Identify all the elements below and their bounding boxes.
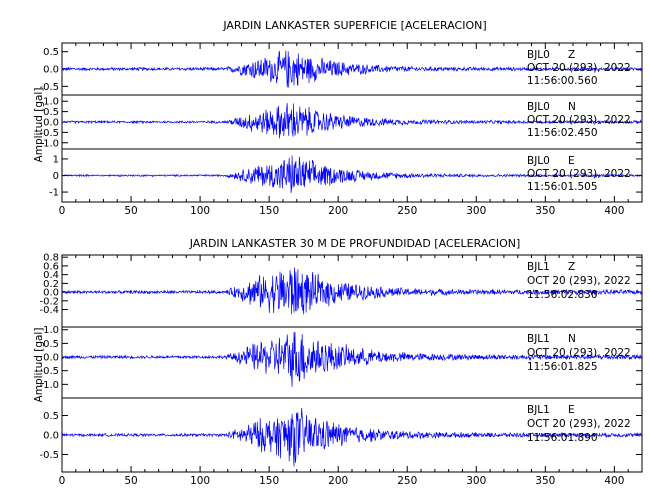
panel-bjl1-z: -0.4-0.20.00.20.40.60.8 BJL1 Z OCT 20 (293)… xyxy=(39,253,642,316)
station-label: BJL1 xyxy=(527,333,550,345)
x-tick-label: 250 xyxy=(397,475,417,487)
x-tick-label: 300 xyxy=(466,205,486,217)
x-tick-label: 250 xyxy=(397,205,417,217)
x-tick-label: 50 xyxy=(124,475,137,487)
figure1-ylabel: Amplitud [gal] xyxy=(33,88,45,163)
y-tick-label: -0.5 xyxy=(39,128,59,139)
waveform-bjl1-z xyxy=(61,267,642,315)
figure2-ylabel: Amplitud [gal] xyxy=(33,328,45,403)
figure2-title: JARDIN LANKASTER 30 M DE PROFUNDIDAD [AC… xyxy=(189,237,521,250)
y-tick-label: 1 xyxy=(53,154,59,165)
y-tick-label: -1 xyxy=(49,188,59,199)
time-label: 11:56:00.560 xyxy=(527,75,598,87)
x-tick-label: 0 xyxy=(59,205,66,217)
component-label: E xyxy=(568,155,575,167)
y-tick-label: 0.5 xyxy=(43,339,59,350)
date-label: OCT 20 (293), 2022 xyxy=(527,418,631,430)
figure1-title: JARDIN LANKASTER SUPERFICIE [ACELERACION… xyxy=(222,19,486,32)
x-tick-label: 0 xyxy=(59,475,66,487)
station-label: BJL0 xyxy=(527,49,550,61)
panel-bjl1-n: -1.0 -0.5 0.0 0.5 1.0 BJL1 N OCT 20 (293), 2022… xyxy=(39,325,642,391)
y-tick-label: -0.5 xyxy=(39,450,59,461)
waveform-bjl1-n xyxy=(61,331,642,387)
y-tick-label: -1.0 xyxy=(39,138,59,149)
y-tick-label: 0.0 xyxy=(43,118,59,129)
time-label: 11:56:02.450 xyxy=(527,127,598,139)
x-tick-label: 200 xyxy=(328,205,348,217)
y-tick-label: 0.5 xyxy=(43,411,59,422)
x-tick-label: 200 xyxy=(328,475,348,487)
station-label: BJL1 xyxy=(527,261,550,273)
component-label: Z xyxy=(568,261,575,273)
date-label: OCT 20 (293), 2022 xyxy=(527,114,631,126)
y-tick-label: 0.5 xyxy=(43,47,59,58)
time-label: 11:56:01.505 xyxy=(527,181,598,193)
time-label: 11:56:02.830 xyxy=(527,289,598,301)
y-tick-label: 0.6 xyxy=(43,261,59,272)
x-tick-label: 150 xyxy=(259,475,279,487)
component-label: E xyxy=(568,404,575,416)
waveform-bjl0-n xyxy=(61,103,642,139)
x-tick-label: 150 xyxy=(259,205,279,217)
x-tick-label: 100 xyxy=(190,475,210,487)
x-tick-label: 50 xyxy=(124,205,137,217)
waveform-bjl0-e xyxy=(61,155,642,194)
y-tick-label: 0.8 xyxy=(43,253,59,264)
y-tick-label: -0.5 xyxy=(39,82,59,93)
station-label: BJL1 xyxy=(527,404,550,416)
date-label: OCT 20 (293), 2022 xyxy=(527,347,631,359)
y-tick-label: 0.0 xyxy=(43,65,59,76)
y-tick-label: -0.4 xyxy=(39,305,59,316)
y-tick-label: 0.0 xyxy=(43,431,59,442)
y-tick-label: 0.5 xyxy=(43,107,59,118)
date-label: OCT 20 (293), 2022 xyxy=(527,168,631,180)
figure-depth: JARDIN LANKASTER 30 M DE PROFUNDIDAD [AC… xyxy=(33,237,643,487)
component-label: N xyxy=(568,101,576,113)
component-label: Z xyxy=(568,49,575,61)
date-label: OCT 20 (293), 2022 xyxy=(527,62,631,74)
y-tick-label: 0.0 xyxy=(43,288,59,299)
figure-surface: JARDIN LANKASTER SUPERFICIE [ACELERACION… xyxy=(33,19,643,217)
panel-bjl1-e: -0.5 0.0 0.5 BJL1 E OCT 20 (293), 2022 11:56:0… xyxy=(39,397,642,467)
y-tick-label: 0.2 xyxy=(43,279,59,290)
x-tick-label: 100 xyxy=(190,205,210,217)
y-tick-label: -1.0 xyxy=(39,380,59,391)
x-tick-label: 400 xyxy=(604,475,624,487)
y-tick-label: 1.0 xyxy=(43,325,59,336)
y-tick-label: 1.0 xyxy=(43,97,59,108)
x-tick-label: 350 xyxy=(535,475,555,487)
station-label: BJL0 xyxy=(527,155,550,167)
station-label: BJL0 xyxy=(527,101,550,113)
y-tick-label: 0.0 xyxy=(43,353,59,364)
date-label: OCT 20 (293), 2022 xyxy=(527,275,631,287)
waveform-bjl1-e xyxy=(61,407,642,467)
time-label: 11:56:01.890 xyxy=(527,432,598,444)
component-label: N xyxy=(568,333,576,345)
y-tick-label: 0.4 xyxy=(43,270,59,281)
y-tick-label: -0.2 xyxy=(39,296,59,307)
y-tick-label: 0 xyxy=(53,171,59,182)
x-tick-label: 350 xyxy=(535,205,555,217)
x-tick-label: 400 xyxy=(604,205,624,217)
figure1-x-axis: 0 50 100 150 200 250 300 350 400 xyxy=(59,43,629,217)
figure2-x-axis: 0 50 100 150 200 250 300 350 400 xyxy=(59,255,629,487)
y-tick-label: -0.5 xyxy=(39,366,59,377)
time-label: 11:56:01.825 xyxy=(527,361,598,373)
x-tick-label: 300 xyxy=(466,475,486,487)
waveform-bjl0-z xyxy=(61,50,642,88)
